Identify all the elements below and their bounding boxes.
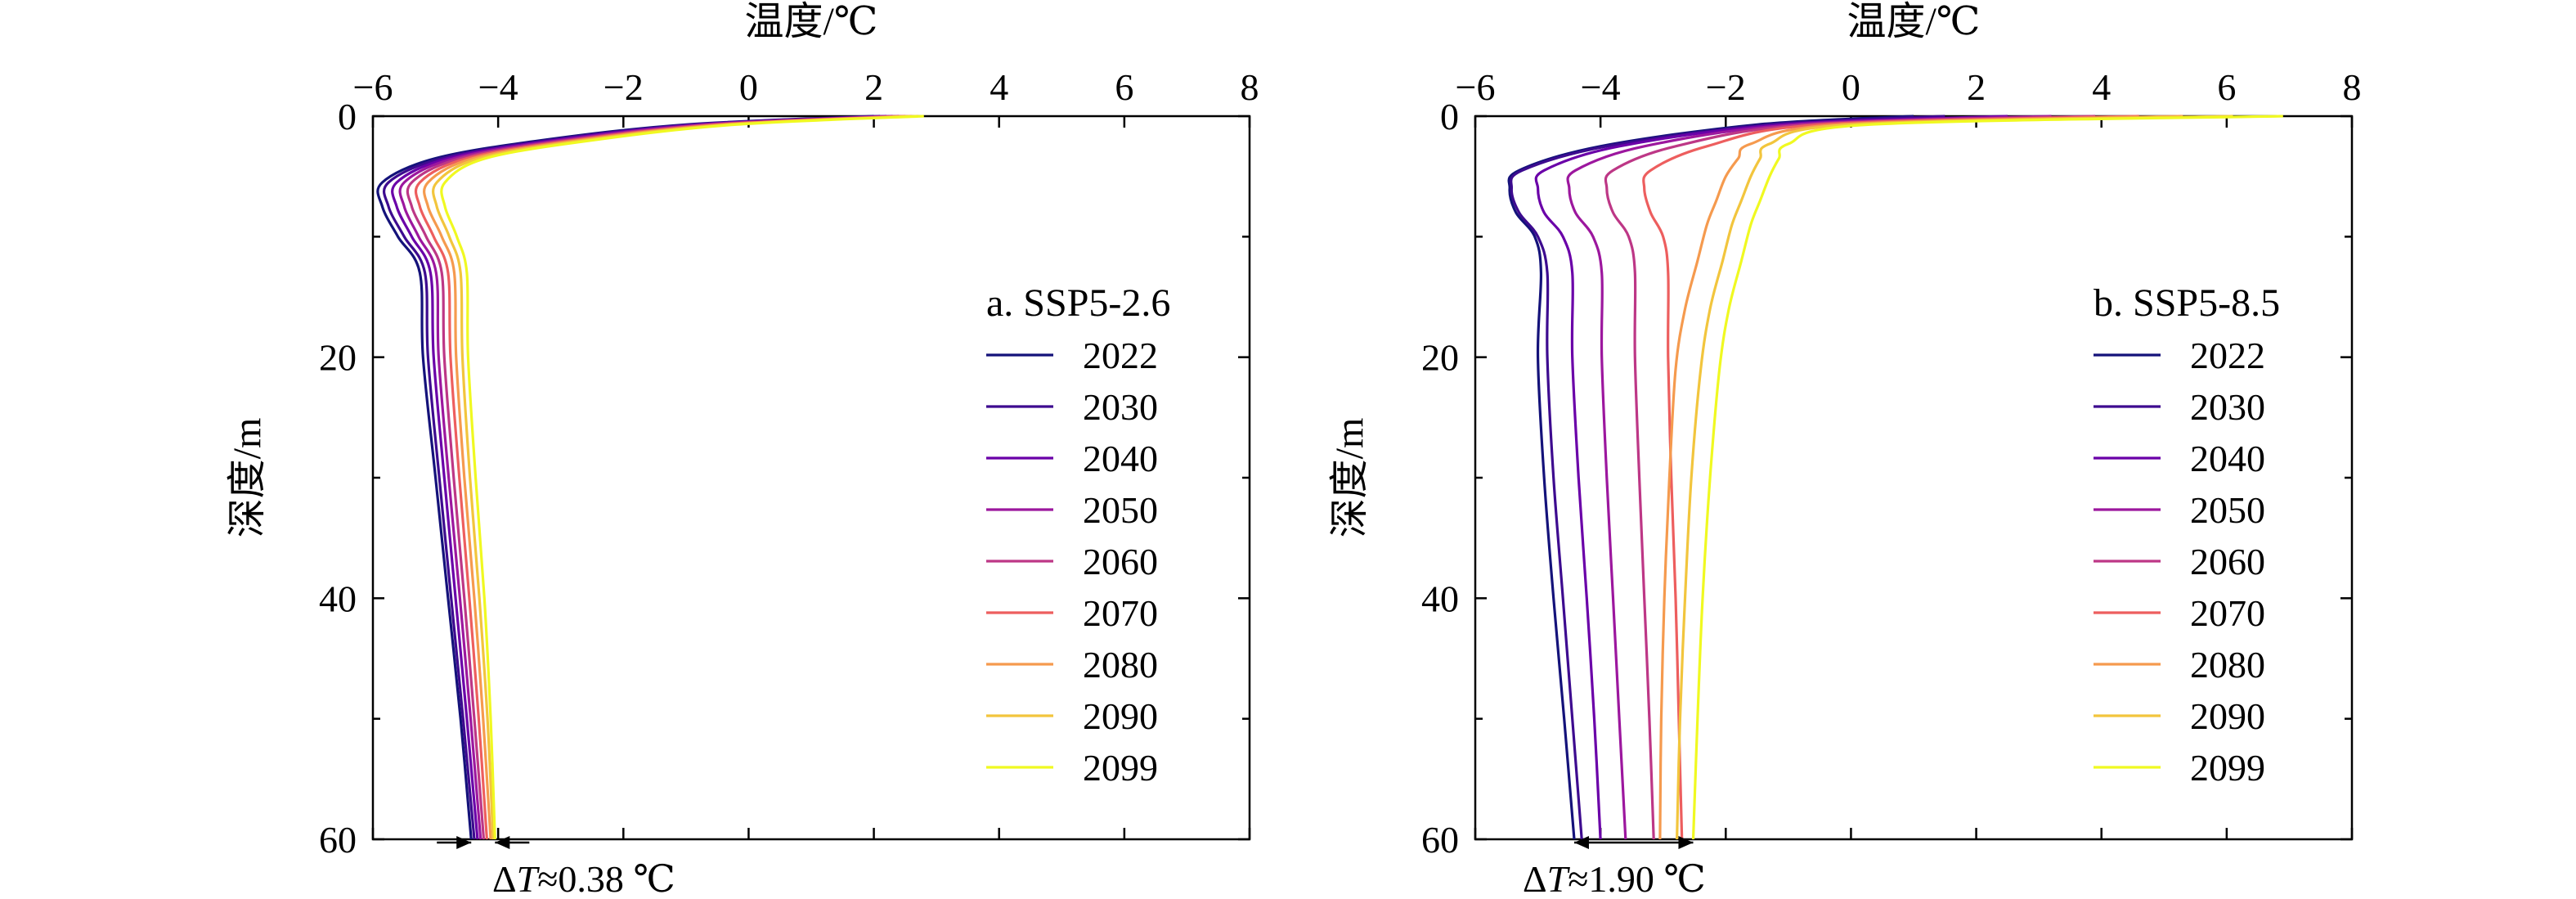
- curves-b: [1507, 115, 2283, 840]
- legend-label-2030: 2030: [1083, 386, 1158, 428]
- legend-label-2080: 2080: [2190, 644, 2265, 685]
- legend-label-2050: 2050: [1083, 489, 1158, 531]
- series-line-2090: [1676, 115, 2233, 840]
- legend-label-2099: 2099: [1083, 747, 1158, 789]
- x-axis-title-b: 温度/℃: [1847, 0, 1980, 43]
- x-tick-label: −6: [1456, 66, 1496, 108]
- legend-label-2060: 2060: [1083, 541, 1158, 582]
- delta-label-b: ΔT≈1.90 ℃: [1523, 858, 1706, 899]
- curves-a: [376, 115, 924, 840]
- series-line-2050: [1566, 115, 2052, 840]
- legend-a: 2022 2030 2040 2050 2060 2070 2080 2090 2099: [986, 335, 1158, 789]
- x-axis-title-a: 温度/℃: [744, 0, 877, 43]
- series-line-2040: [1534, 115, 2008, 840]
- x-tick-label: −4: [478, 66, 518, 108]
- legend-label-2099: 2099: [2190, 747, 2265, 789]
- x-tick-label: 8: [1241, 66, 1259, 108]
- y-tick-label: 0: [338, 96, 357, 137]
- x-tick-label: −4: [1581, 66, 1621, 108]
- y-tick-label: 60: [1421, 819, 1459, 861]
- legend-title-b: b. SSP5-8.5: [2094, 281, 2280, 325]
- legend-label-2090: 2090: [2190, 695, 2265, 737]
- x-tick-label: −6: [353, 66, 393, 108]
- legend-label-2060: 2060: [2190, 541, 2265, 582]
- legend-label-2022: 2022: [1083, 335, 1158, 376]
- x-tick-label: 2: [864, 66, 883, 108]
- x-tick-label: 4: [2092, 66, 2111, 108]
- legend-label-2030: 2030: [2190, 386, 2265, 428]
- legend-title-a: a. SSP5-2.6: [986, 281, 1170, 325]
- legend-label-2080: 2080: [1083, 644, 1158, 685]
- series-line-2080: [423, 115, 912, 840]
- y-tick-label: 40: [1421, 578, 1459, 619]
- series-line-2040: [391, 115, 886, 840]
- x-tick-label: −2: [1706, 66, 1746, 108]
- series-line-2090: [432, 115, 918, 840]
- legend-b: 2022 2030 2040 2050 2060 2070 2080 2090 2099: [2094, 335, 2265, 789]
- x-tick-label: 2: [1967, 66, 1986, 108]
- series-line-2050: [398, 115, 893, 840]
- legend-label-2050: 2050: [2190, 489, 2265, 531]
- x-tick-label: 4: [990, 66, 1008, 108]
- delta-annotation-b: [1573, 836, 1694, 849]
- series-line-2099: [440, 115, 924, 840]
- y-tick-label: 0: [1440, 96, 1459, 137]
- x-tick-label: 8: [2343, 66, 2362, 108]
- delta-arrowhead-left: [456, 836, 472, 849]
- delta-label-a: ΔT≈0.38 ℃: [492, 858, 675, 899]
- x-tick-label: 0: [739, 66, 758, 108]
- y-tick-label: 40: [319, 578, 357, 619]
- series-line-2080: [1658, 115, 2183, 840]
- x-tick-label: 0: [1842, 66, 1860, 108]
- series-line-2030: [1510, 115, 1945, 840]
- legend-label-2040: 2040: [2190, 438, 2265, 479]
- delta-annotation-a: [437, 836, 530, 849]
- delta-arrowhead-right: [495, 836, 510, 849]
- legend-label-2040: 2040: [1083, 438, 1158, 479]
- y-tick-label: 20: [319, 337, 357, 379]
- x-tick-label: −2: [604, 66, 644, 108]
- legend-label-2022: 2022: [2190, 335, 2265, 376]
- delta-arrowhead-right: [1678, 836, 1694, 849]
- y-axis-title-b: 深度/m: [1328, 418, 1371, 538]
- series-line-2060: [406, 115, 900, 840]
- legend-label-2070: 2070: [1083, 592, 1158, 634]
- series-line-2099: [1691, 115, 2283, 840]
- series-line-2060: [1604, 115, 2096, 840]
- y-tick-label: 60: [319, 819, 357, 861]
- legend-label-2070: 2070: [2190, 592, 2265, 634]
- y-tick-label: 20: [1421, 337, 1459, 379]
- x-tick-label: 6: [2217, 66, 2236, 108]
- y-axis-title-a: 深度/m: [226, 418, 269, 538]
- delta-arrowhead-left: [1573, 836, 1589, 849]
- x-tick-label: 6: [1115, 66, 1133, 108]
- series-line-2070: [1642, 115, 2139, 840]
- legend-label-2090: 2090: [1083, 695, 1158, 737]
